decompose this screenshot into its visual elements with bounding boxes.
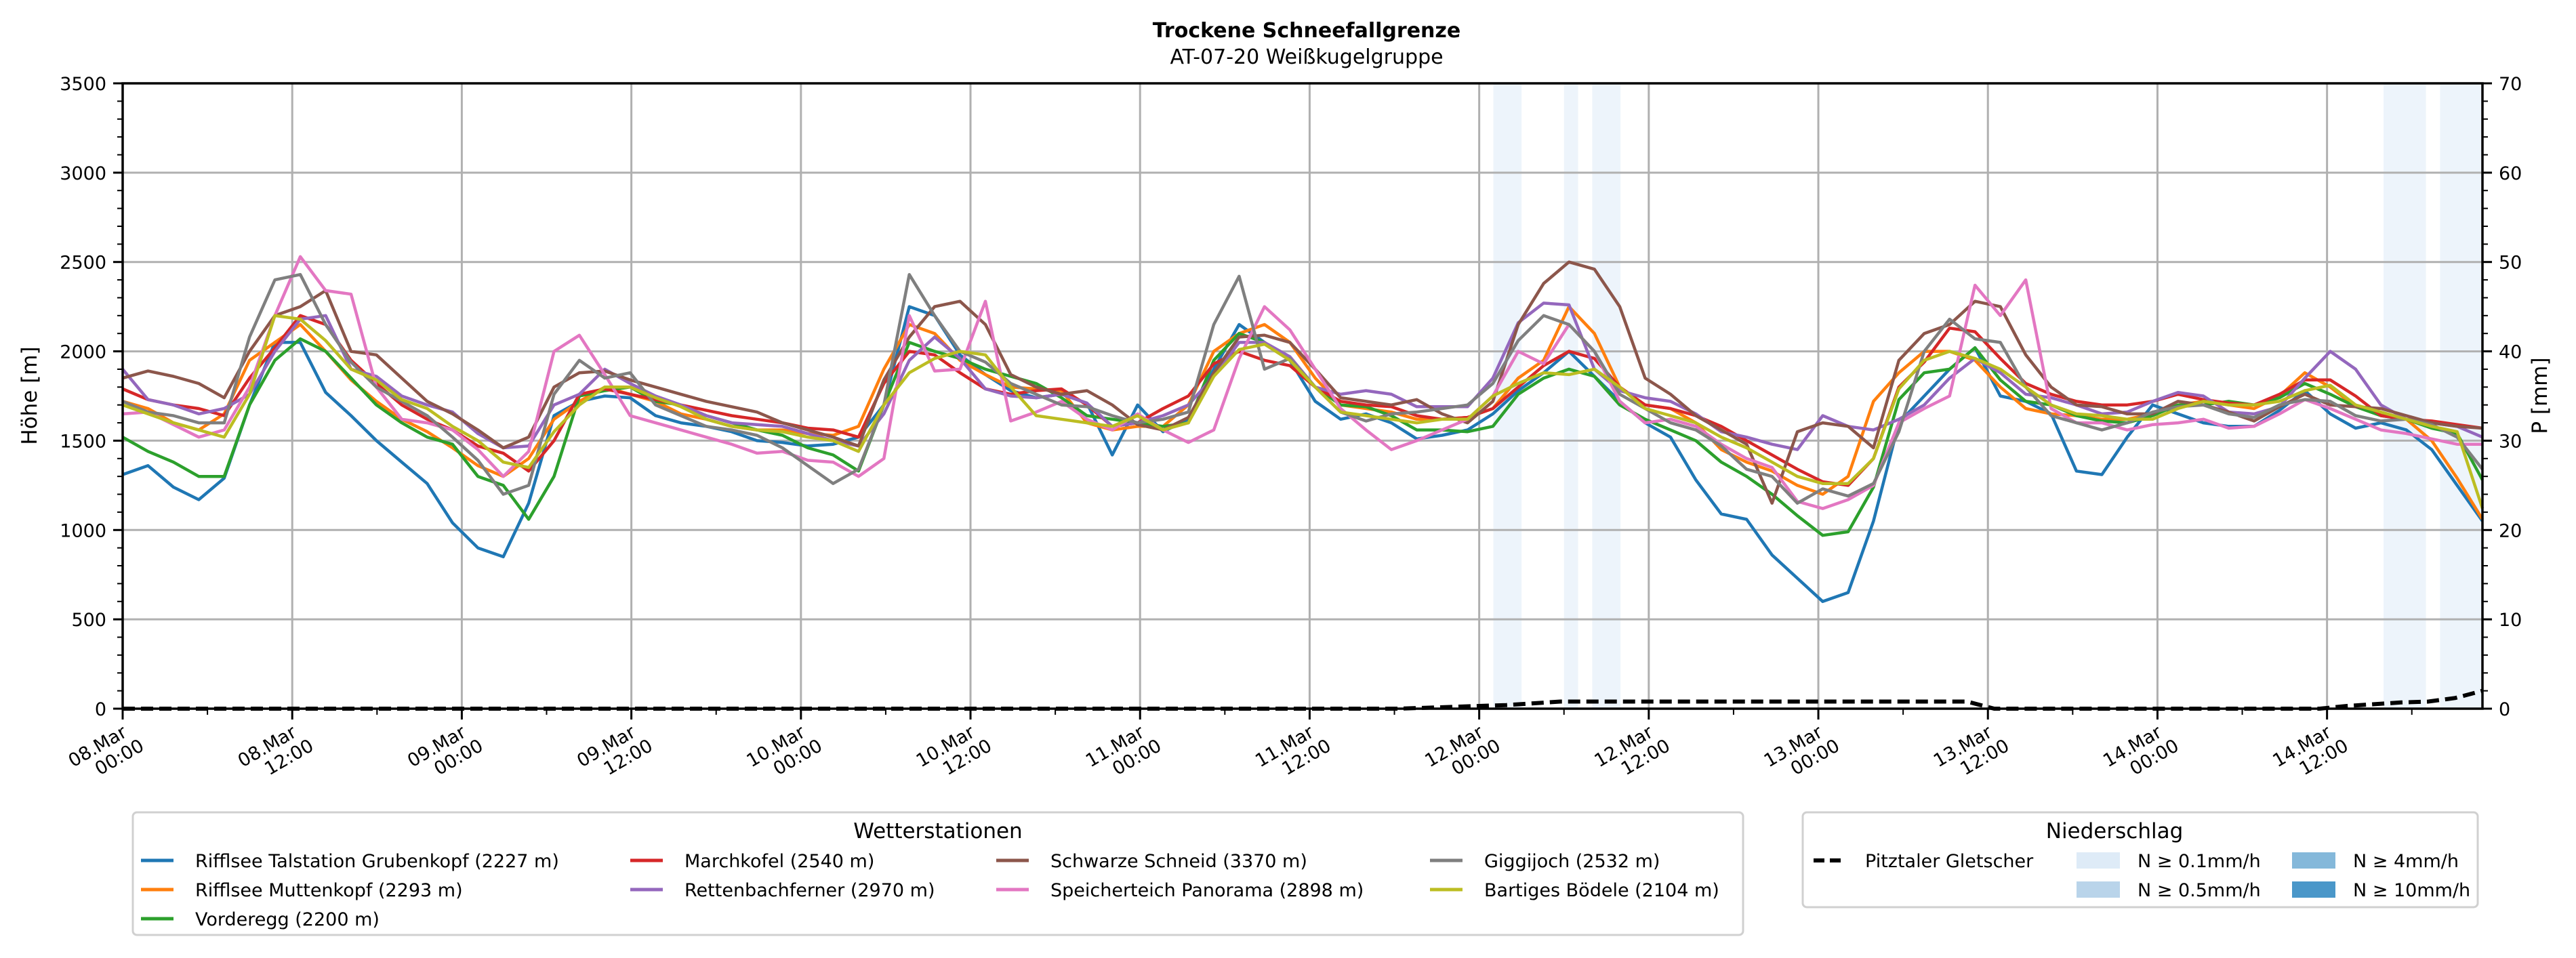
chart-subtitle: AT-07-20 Weißkugelgruppe (1170, 45, 1443, 69)
legend-item: Rifflsee Muttenkopf (2293 m) (141, 880, 463, 901)
legend-precip-class: N ≥ 0.1mm/h (2077, 851, 2261, 872)
legend-stations: Wetterstationen Rifflsee Talstation Grub… (131, 811, 1744, 936)
legend-item: Giggijoch (2532 m) (1430, 851, 1660, 872)
y-tick-label: 500 (71, 610, 106, 631)
grid-lines (123, 83, 2482, 709)
legend-precip-swatch (2077, 881, 2120, 898)
plot-frame (121, 82, 2484, 710)
legend-precip-label: N ≥ 0.5mm/h (2138, 880, 2261, 901)
y-axis-label: Höhe [m] (18, 346, 42, 444)
y2-tick-label: 40 (2499, 342, 2522, 363)
y2-tick-label: 60 (2499, 163, 2522, 184)
legend-precip-label: N ≥ 10mm/h (2353, 880, 2470, 901)
legend-item: Speicherteich Panorama (2898 m) (996, 880, 1364, 901)
legend-precip-class: N ≥ 10mm/h (2292, 880, 2470, 901)
y-tick-label: 1500 (60, 431, 106, 452)
legend-label: Schwarze Schneid (3370 m) (1050, 851, 1307, 872)
legend-item: Rettenbachferner (2970 m) (630, 880, 935, 901)
series-line-7 (122, 272, 2484, 505)
series-line-5 (122, 260, 2483, 505)
precip-band (2384, 83, 2426, 709)
y2-tick-label: 30 (2499, 431, 2522, 452)
legend-item: Vorderegg (2200 m) (141, 909, 380, 930)
precip-line-pitztaler-gletscher (123, 688, 2483, 711)
precipitation-line (123, 688, 2483, 711)
y-tick-label: 3000 (60, 163, 106, 184)
legend-precip-swatch (2292, 881, 2335, 898)
legend-item: Marchkofel (2540 m) (630, 851, 874, 872)
precip-band (1563, 83, 1578, 709)
y2-tick-label: 10 (2499, 610, 2522, 631)
legend-label: Bartiges Bödele (2104 m) (1484, 880, 1719, 901)
precipitation-bands (1493, 83, 2482, 709)
y2-tick-label: 0 (2499, 699, 2510, 720)
y2-tick-label: 50 (2499, 253, 2522, 274)
legend-precip-swatch (2292, 852, 2335, 869)
precip-band (2440, 83, 2482, 709)
legend-precip-label: N ≥ 0.1mm/h (2138, 851, 2261, 872)
legend-precip-title: Niederschlag (2046, 819, 2184, 844)
legend-label: Rettenbachferner (2970 m) (684, 880, 935, 901)
legend-item: Schwarze Schneid (3370 m) (996, 851, 1307, 872)
chart-title: Trockene Schneefallgrenze (1153, 19, 1460, 43)
series-line-8 (122, 314, 2485, 509)
y-tick-label: 3500 (60, 74, 106, 95)
legend-label: Vorderegg (2200 m) (195, 909, 380, 930)
legend-precip-label: N ≥ 4mm/h (2353, 851, 2459, 872)
legend-stations-frame (131, 811, 1744, 936)
series-lines (121, 255, 2485, 604)
legend-stations-title: Wetterstationen (853, 819, 1022, 844)
legend-label: Rifflsee Talstation Grubenkopf (2227 m) (195, 851, 559, 872)
legend-label: Rifflsee Muttenkopf (2293 m) (195, 880, 463, 901)
y2-axis-label: P [mm] (2528, 357, 2552, 434)
legend-item: Bartiges Bödele (2104 m) (1430, 880, 1719, 901)
series-line-0 (122, 305, 2484, 604)
legend-label: Marchkofel (2540 m) (684, 851, 874, 872)
y-tick-label: 0 (95, 699, 106, 720)
legend-label: Speicherteich Panorama (2898 m) (1050, 880, 1364, 901)
y-tick-label: 2000 (60, 342, 106, 363)
legend-precip: Niederschlag Pitztaler Gletscher N ≥ 0.1… (1801, 811, 2479, 909)
legend-item: Rifflsee Talstation Grubenkopf (2227 m) (141, 851, 559, 872)
y2-tick-label: 20 (2499, 520, 2522, 541)
legend-precip-line-label: Pitztaler Gletscher (1865, 851, 2034, 872)
y-tick-label: 2500 (60, 253, 106, 274)
legend-precip-swatch (2077, 852, 2120, 869)
legend-precip-class: N ≥ 0.5mm/h (2077, 880, 2261, 901)
legend-label: Giggijoch (2532 m) (1484, 851, 1660, 872)
legend-precip-class: N ≥ 4mm/h (2292, 851, 2459, 872)
y2-tick-label: 70 (2499, 74, 2522, 95)
y-tick-label: 1000 (60, 520, 106, 541)
